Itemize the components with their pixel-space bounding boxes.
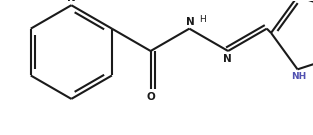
Text: N: N: [223, 54, 231, 64]
Text: N: N: [186, 16, 195, 26]
Text: NH: NH: [291, 72, 306, 81]
Text: N: N: [67, 0, 76, 3]
Text: H: H: [199, 15, 206, 24]
Text: O: O: [146, 92, 155, 102]
